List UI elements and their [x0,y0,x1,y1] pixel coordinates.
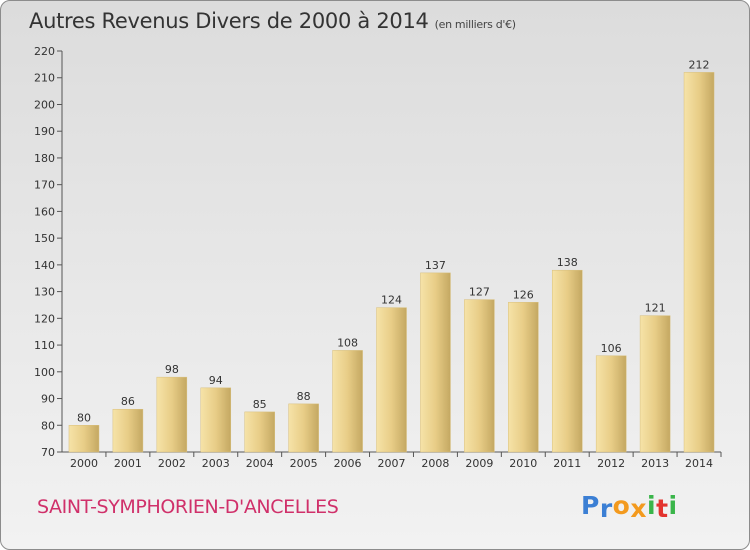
bar-value-label: 80 [77,411,91,424]
bar [551,269,583,453]
bar-value-label: 138 [557,256,578,269]
bar [376,307,407,453]
chart-title-text: Autres Revenus Divers de 2000 à 2014 [29,9,429,33]
x-tick-label: 2004 [246,457,274,470]
bar [420,272,451,453]
bar-value-label: 121 [645,302,666,315]
x-tick-label: 2011 [553,457,581,470]
commune-name: SAINT-SYMPHORIEN-D'ANCELLES [37,496,339,518]
bar-value-label: 124 [381,294,402,307]
x-tick-label: 2010 [509,457,537,470]
logo-letter: r [599,494,613,523]
y-tick-label: 220 [34,45,55,58]
y-tick-label: 100 [34,366,55,379]
bar-value-label: 137 [425,259,446,272]
x-tick-label: 2014 [685,457,713,470]
bar [200,387,232,453]
axes: 7080901001101201301401501601701801902002… [34,45,722,470]
x-tick-label: 2012 [597,457,625,470]
bar-value-label: 126 [513,288,534,301]
bar [464,299,495,453]
chart-unit: (en milliers d'€) [434,18,516,31]
bar-value-label: 85 [253,398,267,411]
x-tick-label: 2001 [114,457,142,470]
bar-value-label: 98 [165,363,179,376]
x-tick-label: 2009 [465,457,493,470]
chart-title: Autres Revenus Divers de 2000 à 2014 (en … [29,9,516,33]
x-tick-label: 2007 [378,457,406,470]
bar-value-label: 106 [601,342,622,355]
logo-letter: i [668,491,678,520]
logo-letter: x [630,494,647,523]
bar-value-label: 127 [469,286,490,299]
x-tick-label: 2003 [202,457,230,470]
bar-value-label: 212 [689,58,710,71]
bar [112,408,144,453]
x-tick-label: 2006 [334,457,362,470]
bar [244,411,275,453]
bar [156,376,188,453]
y-tick-label: 200 [34,98,55,111]
bars: 80 86 98 94 85 88 108 124 137 127 126 138 106 121 212 [68,58,715,453]
bar-value-label: 86 [121,395,135,408]
y-tick-label: 180 [34,152,55,165]
logo-letter: o [612,491,631,520]
bar [639,315,671,453]
y-tick-label: 110 [34,339,55,352]
bar [683,72,715,453]
x-tick-label: 2002 [158,457,186,470]
bar [68,425,100,453]
bar [508,302,539,453]
logo-letter: P [581,491,600,520]
y-tick-label: 80 [41,419,55,432]
y-tick-label: 210 [34,72,55,85]
bar-value-label: 94 [209,374,223,387]
logo-letter: i [647,491,657,520]
proxiti-logo: Proxiti [581,491,678,523]
bar-value-label: 108 [337,336,358,349]
logo-letter: t [656,494,669,523]
x-tick-label: 2008 [421,457,449,470]
y-tick-label: 190 [34,125,55,138]
bar [332,350,363,453]
x-tick-label: 2013 [641,457,669,470]
y-tick-label: 170 [34,179,55,192]
y-tick-label: 120 [34,312,55,325]
y-tick-label: 130 [34,286,55,299]
bar-value-label: 88 [297,390,311,403]
x-tick-label: 2000 [70,457,98,470]
y-tick-label: 90 [41,393,55,406]
bar [595,355,627,453]
x-tick-label: 2005 [290,457,318,470]
y-tick-label: 150 [34,232,55,245]
y-tick-label: 160 [34,205,55,218]
y-tick-label: 70 [41,446,55,459]
bar [288,403,319,453]
y-tick-label: 140 [34,259,55,272]
